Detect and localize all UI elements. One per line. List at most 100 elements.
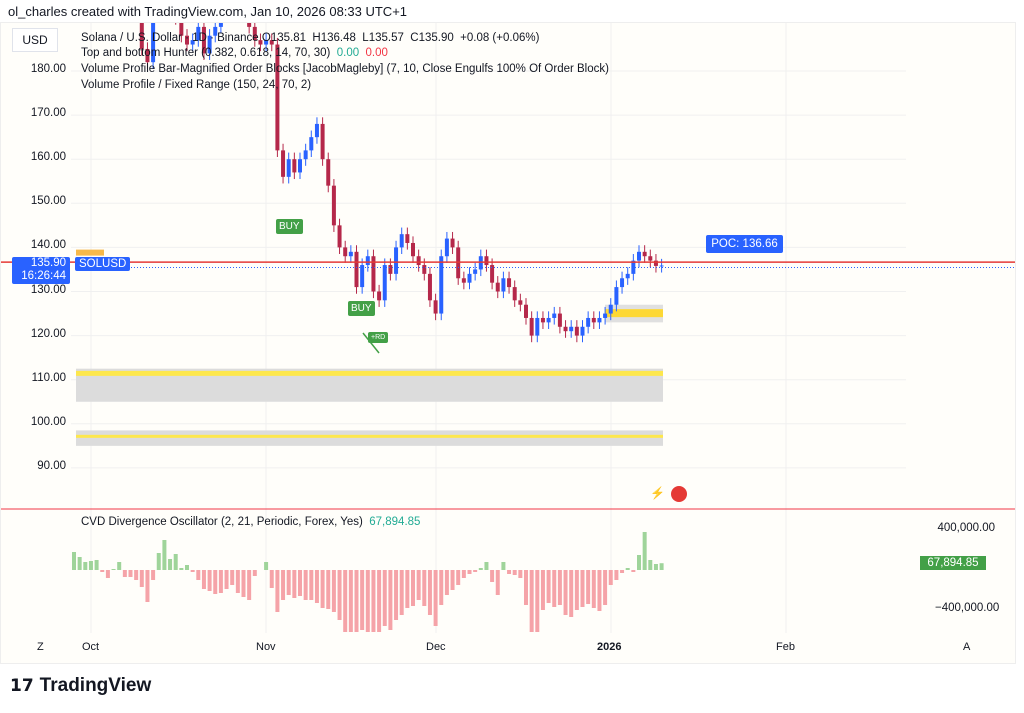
indicator-legend-1[interactable]: Top and bottom Hunter (0.382, 0.618, 14,… bbox=[81, 47, 388, 59]
cvd-bar bbox=[72, 552, 76, 570]
symbol-name[interactable]: Solana / U.S. Dollar · 1D · Binance bbox=[81, 32, 259, 44]
cvd-bar bbox=[540, 570, 545, 610]
candle bbox=[433, 300, 438, 314]
poc-label: POC: 136.66 bbox=[706, 235, 783, 253]
candle bbox=[354, 251, 359, 288]
cvd-bar bbox=[580, 570, 585, 607]
price-axis-label: 130.00 bbox=[30, 283, 66, 296]
cvd-bar bbox=[320, 570, 325, 608]
signal-line bbox=[362, 332, 380, 354]
indicator-legend-2[interactable]: Volume Profile Bar-Magnified Order Block… bbox=[81, 63, 609, 75]
candle bbox=[252, 26, 257, 41]
cvd-bar bbox=[128, 570, 133, 577]
cvd-value: 67,894.85 bbox=[369, 516, 421, 528]
us-flag-icon[interactable] bbox=[671, 486, 687, 502]
candle bbox=[642, 251, 647, 257]
time-label: Feb bbox=[776, 641, 795, 653]
candle bbox=[653, 260, 658, 266]
currency-button[interactable]: USD bbox=[12, 28, 58, 52]
chart-area[interactable] bbox=[0, 22, 1016, 664]
cvd-bar bbox=[252, 570, 257, 576]
cvd-bar bbox=[444, 570, 449, 595]
candle bbox=[512, 287, 517, 301]
cvd-axis-label: −400,000.00 bbox=[935, 602, 1000, 614]
candle bbox=[388, 265, 393, 274]
cvd-bar bbox=[269, 570, 274, 588]
cvd-bar bbox=[247, 570, 252, 600]
candle bbox=[422, 265, 427, 274]
cvd-bar bbox=[314, 570, 319, 603]
cvd-bar bbox=[224, 570, 229, 589]
cvd-name: CVD Divergence Oscillator (2, 21, Period… bbox=[81, 516, 363, 528]
indicator-value: 0.00 bbox=[365, 47, 388, 59]
candle bbox=[360, 265, 365, 288]
cvd-bar bbox=[77, 557, 82, 570]
open-value: O135.81 bbox=[261, 32, 307, 44]
cvd-bar bbox=[139, 570, 144, 587]
brand-name: TradingView bbox=[39, 675, 152, 696]
cvd-bar bbox=[235, 570, 240, 593]
candle bbox=[439, 256, 444, 314]
cvd-bar bbox=[326, 570, 331, 609]
candle bbox=[411, 242, 415, 257]
cvd-bar bbox=[264, 562, 269, 570]
cvd-bar bbox=[586, 570, 591, 604]
candle bbox=[563, 326, 568, 332]
candle bbox=[382, 265, 387, 301]
order-block bbox=[76, 249, 104, 256]
cvd-bar bbox=[241, 570, 246, 597]
high-value: H136.48 bbox=[312, 32, 356, 44]
volume-profile-zone bbox=[76, 430, 663, 446]
candle bbox=[179, 23, 184, 36]
candle bbox=[574, 326, 579, 336]
cvd-bar bbox=[365, 570, 370, 632]
events-icon[interactable]: ⚡ bbox=[650, 486, 665, 500]
price-chart[interactable] bbox=[1, 23, 1015, 663]
last-price: 135.90 bbox=[30, 257, 66, 269]
candle bbox=[518, 300, 523, 305]
candle bbox=[591, 317, 596, 323]
candle bbox=[326, 159, 331, 186]
cvd-bar bbox=[399, 570, 404, 615]
cvd-bar bbox=[377, 570, 382, 632]
cvd-bar bbox=[427, 570, 432, 615]
price-axis-label: 90.00 bbox=[37, 459, 66, 472]
cvd-bar bbox=[456, 570, 461, 585]
candle bbox=[286, 159, 291, 177]
cvd-bar bbox=[134, 570, 139, 580]
cvd-bar bbox=[501, 562, 506, 570]
cvd-bar bbox=[416, 570, 421, 600]
cvd-bar bbox=[207, 570, 212, 591]
cvd-bar bbox=[275, 570, 280, 612]
candle bbox=[371, 256, 376, 292]
cvd-last-value: 67,894.85 bbox=[920, 556, 986, 570]
volume-profile-poc bbox=[76, 434, 663, 438]
cvd-bar bbox=[190, 570, 195, 572]
timezone-button[interactable]: Z bbox=[37, 641, 44, 653]
auto-scale-button[interactable]: A bbox=[963, 641, 971, 653]
cvd-bar bbox=[569, 570, 574, 617]
candle bbox=[207, 35, 212, 54]
cvd-bar bbox=[574, 570, 579, 610]
cvd-bar bbox=[292, 570, 297, 598]
candle bbox=[331, 185, 336, 226]
cvd-bar bbox=[185, 565, 189, 570]
cvd-bar bbox=[467, 570, 472, 574]
candle bbox=[416, 256, 421, 266]
buy-signal: BUY bbox=[348, 301, 375, 316]
candle bbox=[281, 150, 286, 177]
cvd-bar bbox=[597, 570, 602, 611]
candle bbox=[467, 273, 472, 283]
cvd-bar bbox=[484, 562, 489, 570]
cvd-legend[interactable]: CVD Divergence Oscillator (2, 21, Period… bbox=[81, 516, 420, 528]
time-label: 2026 bbox=[597, 641, 622, 653]
cvd-bar bbox=[461, 570, 466, 578]
candle bbox=[151, 23, 156, 63]
indicator-legend-3[interactable]: Volume Profile / Fixed Range (150, 24, 7… bbox=[81, 79, 312, 91]
candle bbox=[190, 40, 195, 45]
candle bbox=[218, 23, 223, 27]
candle bbox=[507, 278, 512, 288]
candle bbox=[580, 326, 585, 336]
cvd-bar bbox=[173, 554, 178, 570]
cvd-bar bbox=[411, 570, 415, 606]
